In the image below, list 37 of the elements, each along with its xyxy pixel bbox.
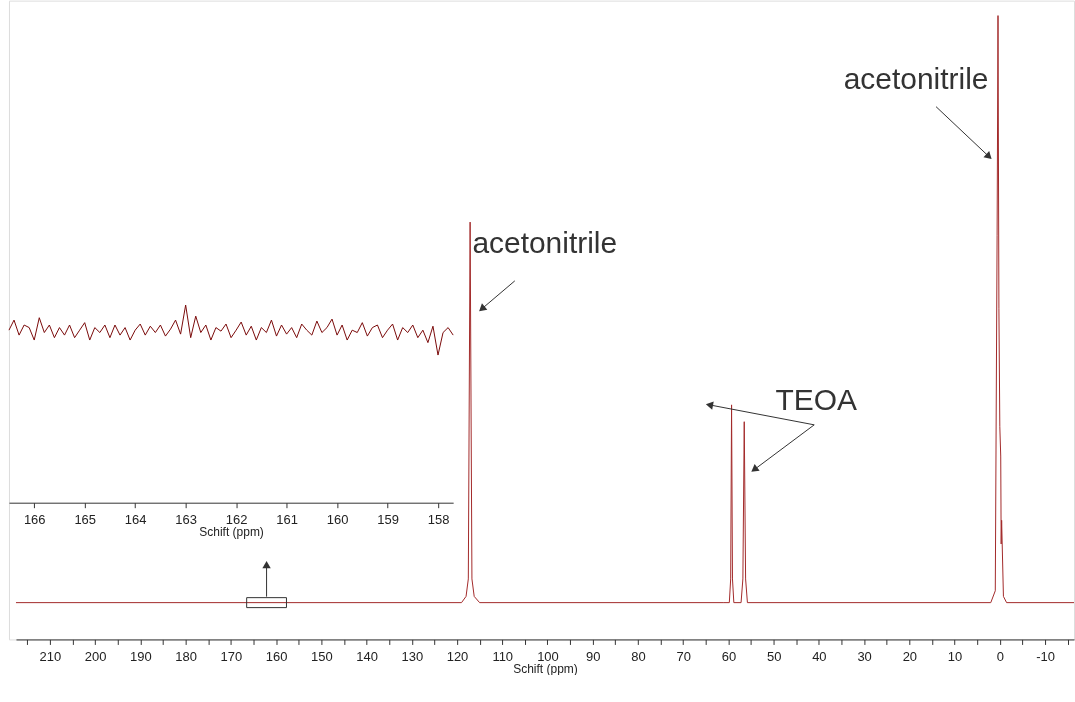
x-tick-label: 163 xyxy=(175,512,197,528)
annotation: TEOA xyxy=(775,382,857,416)
x-tick-label: 166 xyxy=(23,512,46,528)
x-tick-label: 20 xyxy=(902,648,918,664)
x-tick-label: 100 xyxy=(537,648,559,664)
annotation: acetonitrile xyxy=(843,61,989,95)
x-tick-label: -10 xyxy=(1036,648,1055,664)
x-tick-label: 160 xyxy=(326,512,349,528)
x-tick-label: 110 xyxy=(492,648,514,664)
x-tick-label: 0 xyxy=(996,648,1004,664)
x-tick-label: 70 xyxy=(676,648,691,664)
x-tick-label: 150 xyxy=(310,648,333,664)
x-tick-label: 80 xyxy=(631,648,646,664)
x-tick-label: 50 xyxy=(766,648,782,664)
x-tick-label: 90 xyxy=(585,648,601,664)
x-tick-label: 130 xyxy=(401,648,424,664)
x-tick-label: 162 xyxy=(225,512,248,528)
x-tick-label: 40 xyxy=(812,648,827,664)
x-tick-label: 10 xyxy=(947,648,963,664)
x-tick-label: 161 xyxy=(276,512,298,528)
x-tick-label: 165 xyxy=(74,512,97,528)
x-axis-title: Schift (ppm) xyxy=(513,661,578,676)
x-tick-label: 158 xyxy=(427,512,450,528)
x-tick-label: 200 xyxy=(84,648,107,664)
x-tick-label: 170 xyxy=(220,648,243,664)
annotation: acetonitrile xyxy=(472,225,618,259)
x-tick-label: 30 xyxy=(857,648,872,664)
x-tick-label: 210 xyxy=(39,648,62,664)
x-axis-title: Schift (ppm) xyxy=(199,525,264,540)
x-tick-label: 180 xyxy=(175,648,197,664)
x-tick-label: 60 xyxy=(721,648,737,664)
x-tick-label: 159 xyxy=(377,512,399,528)
x-tick-label: 164 xyxy=(124,512,147,528)
x-tick-label: 190 xyxy=(130,648,152,664)
x-tick-label: 140 xyxy=(356,648,378,664)
x-tick-label: 120 xyxy=(446,648,469,664)
x-tick-label: 160 xyxy=(265,648,288,664)
